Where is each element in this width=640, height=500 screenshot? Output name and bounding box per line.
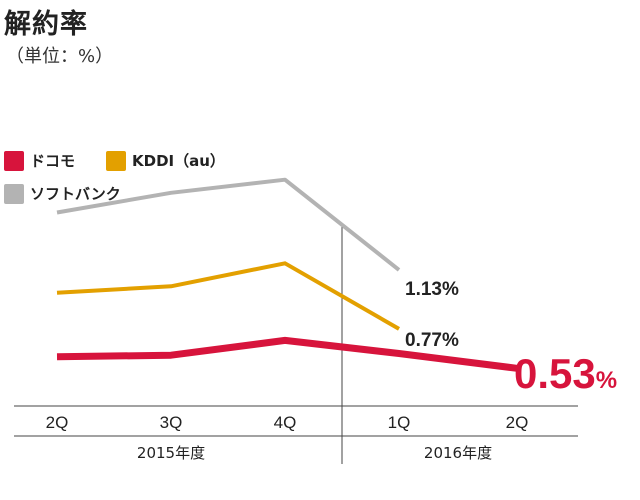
docomo-series-line xyxy=(56,336,518,372)
year-group-label: 2015年度 xyxy=(137,444,205,462)
kddi-series-line xyxy=(56,261,400,331)
legend-swatch-docomo xyxy=(4,150,24,171)
x-tick-label: 4Q xyxy=(274,413,297,432)
docomo-end-value: 0.53 xyxy=(514,350,596,397)
x-tick-label: 3Q xyxy=(160,413,183,432)
year-group-label: 2016年度 xyxy=(424,444,492,462)
softbank-series-line xyxy=(56,177,401,272)
kddi-end-label: 0.77% xyxy=(405,330,459,351)
x-tick-label: 1Q xyxy=(388,413,411,432)
x-tick-label: 2Q xyxy=(506,413,529,432)
chart-unit: （単位：%） xyxy=(6,46,114,67)
series-layer xyxy=(56,177,518,372)
legend-item-docomo: ドコモ xyxy=(4,150,75,171)
docomo-end-label: 0.53% xyxy=(514,350,617,397)
x-tick-label: 2Q xyxy=(46,413,69,432)
docomo-end-unit: % xyxy=(596,367,617,394)
legend-item-softbank: ソフトバンク xyxy=(4,183,121,204)
legend-label-docomo: ドコモ xyxy=(30,152,76,170)
legend-label-softbank: ソフトバンク xyxy=(30,185,121,203)
chart-title: 解約率 xyxy=(4,9,88,40)
softbank-end-label: 1.13% xyxy=(405,279,459,300)
legend-item-kddi: KDDI（au） xyxy=(106,150,225,171)
legend-swatch-softbank xyxy=(4,183,24,204)
legend-label-kddi: KDDI（au） xyxy=(132,152,225,170)
legend-swatch-kddi xyxy=(106,150,126,171)
